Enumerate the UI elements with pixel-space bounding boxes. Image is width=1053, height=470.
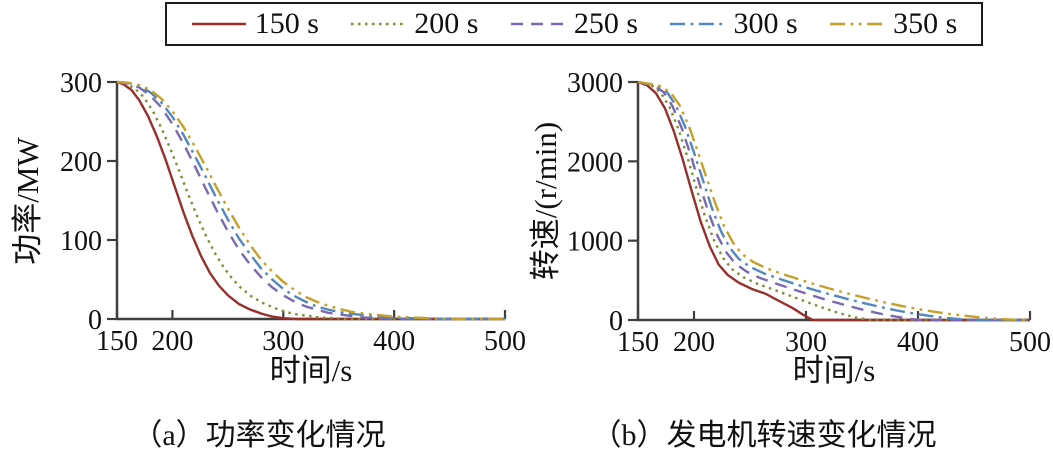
legend: 150 s 200 s 250 s 300 s 350 s [165,2,983,46]
panel-a-x-tick-label: 150 [96,326,138,357]
legend-line-sample [351,22,406,26]
y-axis-label-power: 功率/MW [10,137,45,265]
legend-label: 150 s [254,7,319,40]
legend-line-sample [830,22,885,26]
panel-b-series-300s [637,80,1030,322]
panel-b-series-200s [637,80,1030,322]
panel-b-y-tick-label: 0 [609,306,623,337]
panel-b-y-tick-label: 2000 [567,147,623,178]
panel-a-x-tick-label: 200 [151,326,193,357]
panel-a-x-tick-label: 300 [262,326,304,357]
legend-line-sample [670,22,725,26]
panel-b-x-tick-label: 200 [673,327,715,358]
caption-panel-a: （a）功率变化情况 [132,419,386,452]
legend-line-sample [191,22,246,26]
panel-b-series-150s [637,80,1030,322]
legend-label: 350 s [893,7,958,40]
panel-a-series-250s [116,80,505,321]
legend-label: 300 s [733,7,798,40]
panel-b-series-250s [637,80,1030,322]
caption-panel-b: （b）发电机转速变化情况 [591,419,937,452]
panel-b-x-tick-label: 400 [897,327,939,358]
panel-a-x-tick-label: 400 [373,326,415,357]
panel-a-axes [115,82,505,321]
legend-item-200s: 200 s [350,9,478,39]
panel-a-y-tick-label: 300 [60,68,102,99]
panel-a-series-200s [116,80,505,321]
legend-item-300s: 300 s [669,7,798,40]
legend-label: 250 s [573,7,639,40]
panel-a-y-tick-label: 0 [88,305,102,336]
panel-b-y-tick-label: 1000 [567,227,623,258]
legend-line-sample [510,22,565,26]
panel-b-x-tick-label: 500 [1009,327,1051,358]
x-axis-label-a: 时间/s [269,353,353,388]
panel-b-axes [636,82,1030,322]
panel-a-y-tick-label: 100 [60,226,102,257]
panel-b-y-tick-label: 3000 [567,68,623,99]
legend-item-150s: 150 s [191,9,319,39]
panel-b-x-tick-label: 150 [617,327,659,358]
panel-a-y-tick-label: 200 [60,147,102,178]
legend-label: 200 s [414,7,479,40]
panel-b-x-tick-label: 300 [785,327,827,358]
legend-item-250s: 250 s [510,9,638,39]
y-axis-label-speed: 转速/(r/min) [528,121,563,281]
panel-a-series-350s [116,80,505,321]
panel-a-x-tick-label: 500 [484,326,526,357]
panel-b-series-350s [637,80,1030,322]
legend-item-350s: 350 s [829,9,957,39]
x-axis-label-b: 时间/s [792,353,876,388]
panel-a-series-150s [116,80,505,321]
panel-a-series-300s [116,80,505,321]
